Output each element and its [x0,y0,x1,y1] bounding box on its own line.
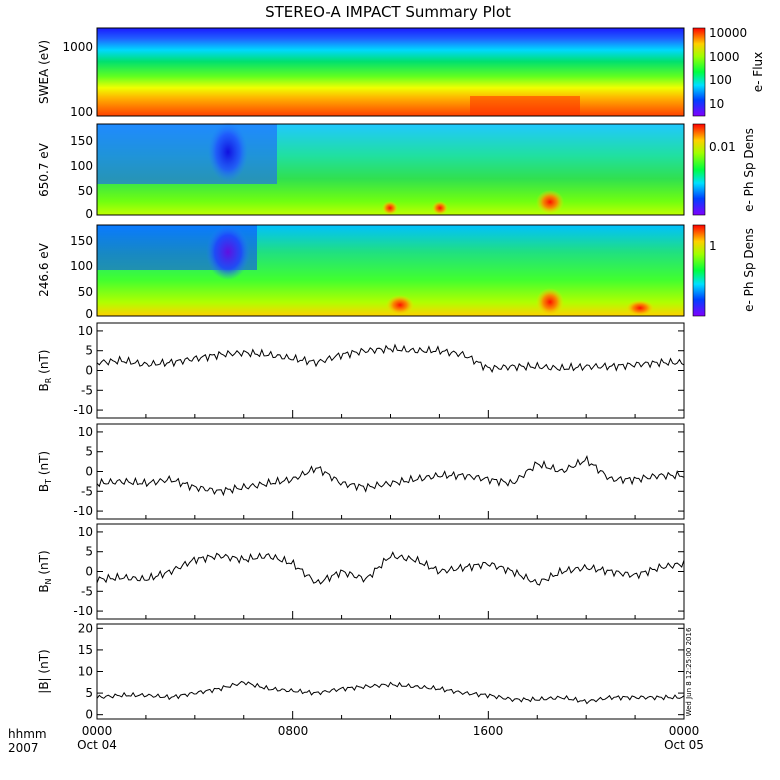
br-ytick-label-4: -10 [73,403,93,417]
bt-ytick-label-0: 10 [78,425,93,439]
pad246-red-blob-3 [626,300,654,316]
pad650-cbar-label: e- Ph Sp Dens [742,128,756,212]
pad650-ytick-100: 100 [70,159,93,173]
pad650-ytick-0: 0 [85,207,93,221]
x-tick-1: 0800 [278,724,309,738]
swea-cbar-tick-1000: 1000 [709,50,740,64]
pad650-frame [96,123,685,216]
plot-title: STEREO-A IMPACT Summary Plot [265,3,511,21]
swea-ytick-1000: 1000 [62,40,93,54]
pad246-ytick-100: 100 [70,259,93,273]
pad650-blue-region [97,124,277,184]
bt-series-line [96,454,685,497]
bt-ytick-label-2: 0 [85,465,93,479]
pad246-red-blob-2 [386,295,414,315]
swea-colorbar [692,27,706,117]
panel-bt: 10 5 0 -5 -10 BT (nT) [37,423,685,520]
panel-br: 10 5 0 -5 -10 BR (nT) [37,322,685,419]
bn-ytick-label-3: -5 [81,584,93,598]
bt-frame [96,423,685,520]
panel-swea: 1000 100 SWEA (eV) 10000 1000 100 10 e- … [37,26,765,119]
bt-ytick-label-3: -5 [81,484,93,498]
bmag-ytick-label-1: 15 [78,643,93,657]
br-ytick-label-2: 0 [85,364,93,378]
year-label: 2007 [8,741,39,755]
swea-spectrogram [97,28,684,116]
br-ytick-label-1: 5 [85,344,93,358]
x-date-start: Oct 04 [77,738,117,752]
bmag-ytick-label-0: 20 [78,621,93,635]
x-date-end: Oct 05 [664,738,704,752]
swea-red-patch [470,96,580,116]
panel-bn: 10 5 0 -5 -10 BN (nT) [37,523,685,620]
pad246-purple-blob [206,224,250,280]
bt-ytick-label-4: -10 [73,504,93,518]
pad650-dark-blob [208,122,248,182]
swea-frame [96,27,685,117]
br-frame [96,322,685,419]
swea-cbar-label: e- Flux [751,52,765,92]
br-ytick-label-3: -5 [81,383,93,397]
bmag-ytick-label-2: 10 [78,665,93,679]
pad650-ytick-50: 50 [78,184,93,198]
br-series-line [96,343,685,373]
bmag-ytick-label-3: 5 [85,686,93,700]
pad246-ytick-50: 50 [78,285,93,299]
bn-frame [96,523,685,620]
swea-cbar-tick-10000: 10000 [709,26,747,40]
pad246-cbar-tick: 1 [709,239,717,253]
hhmm-label: hhmm [8,727,47,741]
panel-pad-246: 150 100 50 0 246.6 eV 1 e- Ph Sp Dens [37,224,756,321]
swea-ylabel: SWEA (eV) [37,40,51,104]
pad650-red-blob-3 [432,201,448,215]
pad246-red-blob-1 [536,288,564,316]
pad246-ytick-150: 150 [70,234,93,248]
pad246-ylabel: 246.6 eV [37,242,51,297]
pad650-cbar-tick: 0.01 [709,140,736,154]
pad650-ytick-150: 150 [70,134,93,148]
x-tick-0: 0000 [82,724,113,738]
br-ytick-label-0: 10 [78,324,93,338]
bmag-ylabel: |B| (nT) [37,649,51,693]
swea-cbar-tick-10: 10 [709,97,724,111]
pad246-ytick-0: 0 [85,307,93,321]
pad650-red-blob-1 [536,190,564,214]
bn-ytick-label-0: 10 [78,525,93,539]
panel-pad-650: 150 100 50 0 650.7 eV 0.01 e- Ph Sp Dens [37,122,756,221]
bmag-frame [96,623,685,720]
pad246-colorbar [692,224,706,317]
bn-ytick-label-4: -10 [73,604,93,618]
bn-series-line [96,551,685,586]
bt-ytick-label-1: 5 [85,445,93,459]
timestamp-label: Wed Jun 8 12:25:00 2016 [685,627,693,716]
bmag-ytick-label-4: 0 [85,708,93,722]
br-ylabel: BR (nT) [37,350,53,392]
swea-ytick-100: 100 [70,105,93,119]
pad246-frame [96,224,685,317]
bt-ylabel: BT (nT) [37,451,53,492]
pad246-cbar-label: e- Ph Sp Dens [742,228,756,312]
magnetic-field-panels: 10 5 0 -5 -10 BR (nT) 10 5 0 -5 -10 BT (nT) 10 5 0 -5 -1… [37,322,685,722]
bn-ylabel: BN (nT) [37,550,53,592]
pad650-red-blob-2 [382,201,398,215]
bn-ytick-label-1: 5 [85,545,93,559]
panel-bmag: 20 15 10 5 0 |B| (nT) [37,621,685,722]
bmag-series-line [96,680,685,705]
x-tick-3: 0000 [669,724,700,738]
pad650-ylabel: 650.7 eV [37,142,51,197]
x-axis: 0000 0800 1600 0000 Oct 04 Oct 05 hhmm 2… [8,724,704,755]
bn-ytick-label-2: 0 [85,565,93,579]
swea-cbar-tick-100: 100 [709,73,732,87]
pad650-colorbar [692,123,706,216]
x-tick-2: 1600 [473,724,504,738]
